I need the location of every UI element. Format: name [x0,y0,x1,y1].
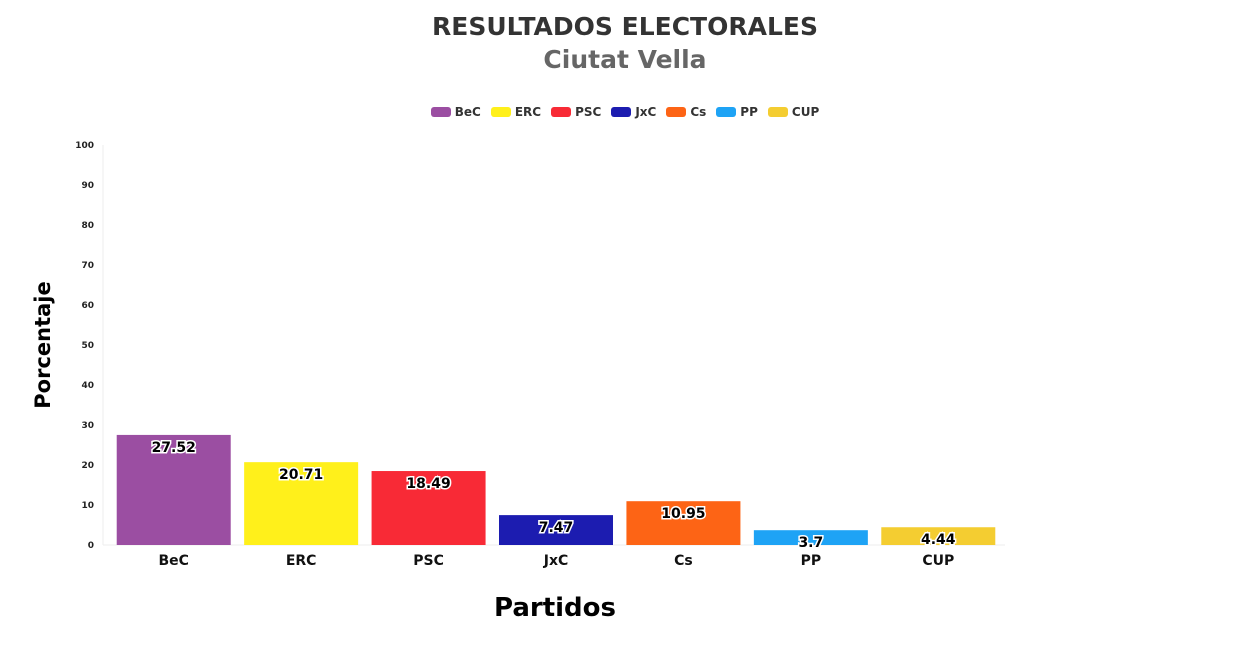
x-tick-label: JxC [543,553,569,569]
data-label: 7.47 [539,520,574,536]
legend-swatch [611,107,632,117]
legend-item[interactable]: PP [716,105,758,119]
legend-swatch [430,107,451,117]
bar-jxc [499,515,613,545]
data-label: 4.44 [921,532,956,548]
y-tick-label: 40 [81,381,94,391]
legend-item[interactable]: PSC [551,105,601,119]
bar-cs [626,501,741,545]
y-axis-title: Porcentaje [31,281,55,408]
chart-subtitle: Ciutat Vella [543,45,707,74]
legend-item[interactable]: CUP [767,105,820,119]
y-tick-label: 60 [81,301,94,311]
legend-label: BeC [454,105,481,119]
chart-title: RESULTADOS ELECTORALES [432,12,818,41]
x-axis-title: Partidos [494,593,616,623]
data-label: 20.71 [279,467,323,483]
y-tick-label: 10 [81,501,94,511]
bar-psc [371,471,486,545]
bar-cup [881,527,996,545]
bar-bec [116,434,231,545]
legend-item[interactable]: ERC [490,105,542,119]
legend-swatch [716,107,737,117]
y-tick-label: 20 [81,461,94,471]
legend-swatch [666,107,687,117]
legend-swatch [551,107,572,117]
legend-label: Cs [690,105,707,119]
legend-item[interactable]: JxC [611,105,656,119]
legend-label: JxC [635,105,657,119]
data-label: 3.7 [798,535,823,551]
legend: BeC ERC PSC JxC Cs PP CUP [0,105,1250,119]
x-tick-label: PSC [413,553,444,569]
legend-swatch [767,107,788,117]
legend-label: PP [740,105,758,119]
bar-pp [753,530,868,545]
y-tick-label: 50 [81,341,94,351]
y-tick-label: 0 [88,541,94,551]
legend-swatch [490,107,511,117]
bar-erc [244,462,359,545]
y-tick-label: 30 [81,421,94,431]
legend-item[interactable]: Cs [666,105,706,119]
x-tick-label: BeC [158,553,188,569]
y-tick-label: 90 [81,181,94,191]
legend-item[interactable]: BeC [430,105,481,119]
x-tick-label: Cs [674,553,693,569]
x-tick-label: PP [801,553,822,569]
y-tick-label: 70 [81,261,94,271]
y-tick-label: 80 [81,221,94,231]
data-label: 10.95 [661,506,705,522]
data-label: 18.49 [406,476,450,492]
y-tick-label: 100 [75,141,94,151]
legend-label: ERC [514,105,542,119]
x-tick-label: CUP [922,553,954,569]
legend-label: CUP [791,105,820,119]
data-label: 27.52 [152,440,196,456]
x-tick-label: ERC [286,553,317,569]
legend-label: PSC [575,105,602,119]
